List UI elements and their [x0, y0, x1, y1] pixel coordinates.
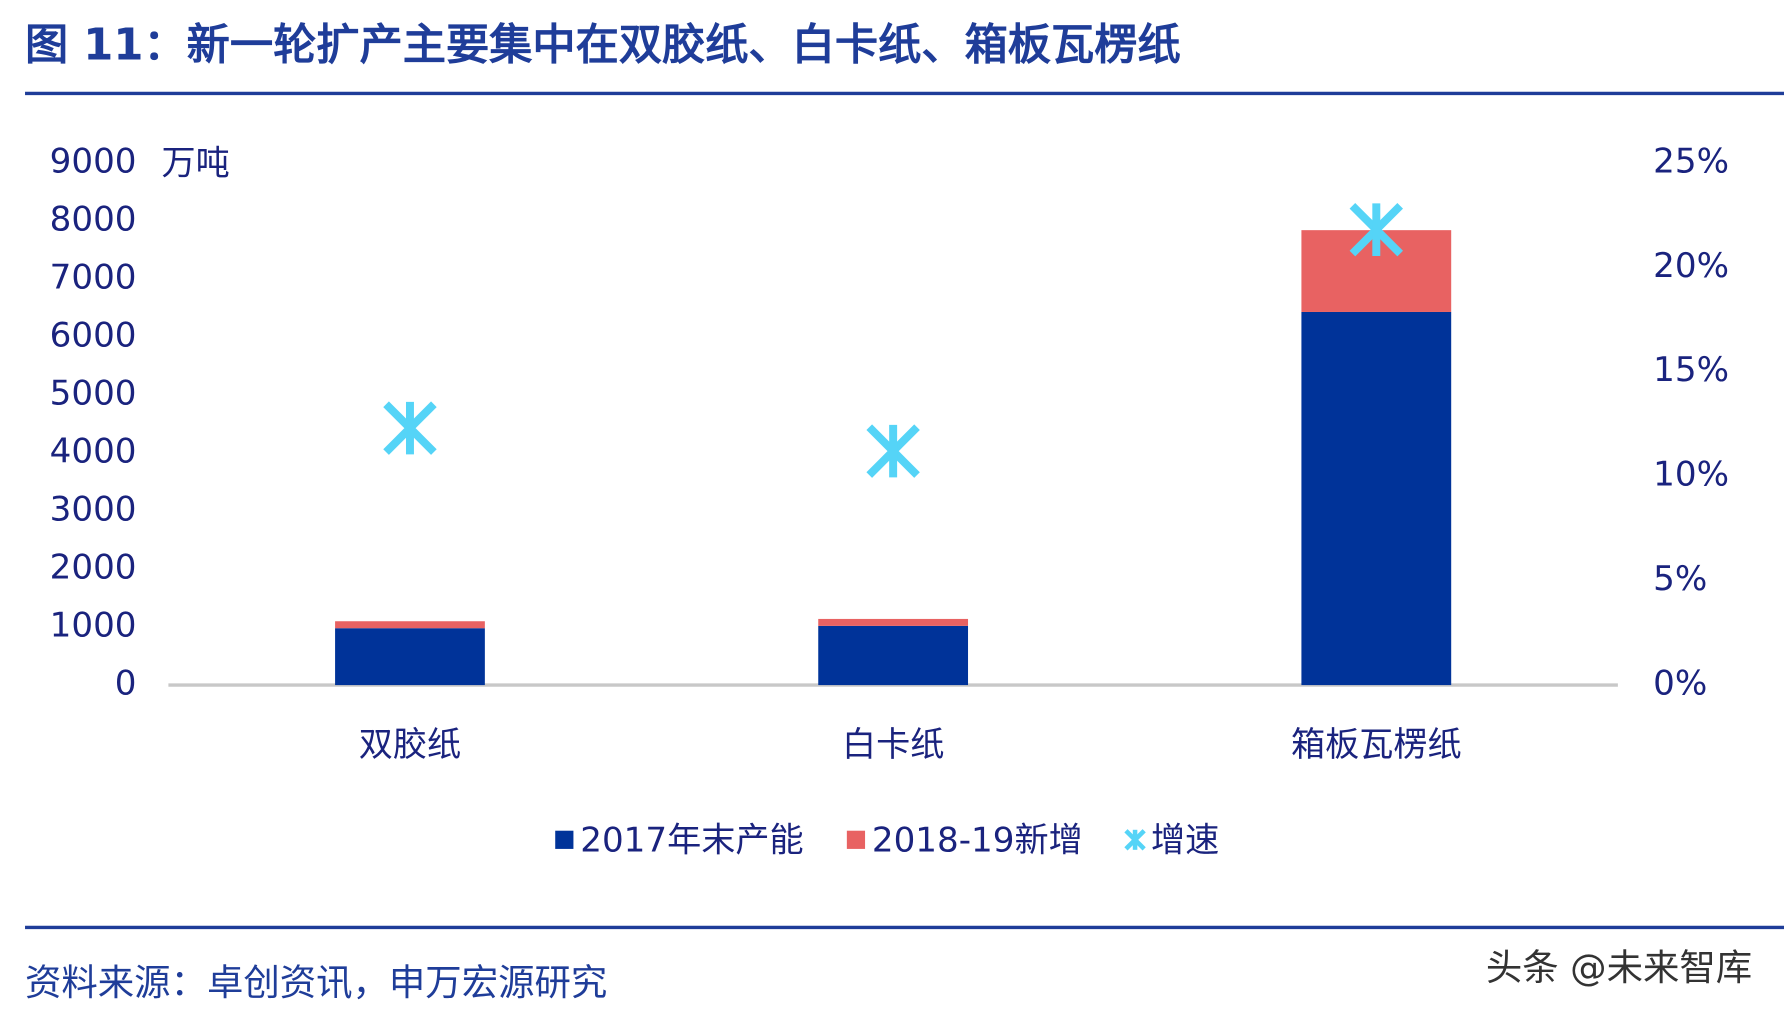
y-tick-label: 5000 [50, 373, 137, 413]
y2-tick-label: 5% [1653, 559, 1707, 599]
chart-title: 图 11：新一轮扩产主要集中在双胶纸、白卡纸、箱板瓦楞纸 [25, 20, 1181, 70]
y-tick-label: 3000 [50, 489, 137, 529]
y-tick-label: 4000 [50, 431, 137, 471]
bar-segment [1301, 311, 1452, 686]
x-tick-label: 箱板瓦楞纸 [1291, 725, 1462, 765]
y-tick-label: 8000 [50, 199, 137, 239]
y2-tick-label: 20% [1653, 246, 1729, 286]
legend-label: 2018-19新增 [872, 821, 1083, 861]
x-tick-label: 白卡纸 [842, 725, 944, 765]
bar-segment [818, 625, 969, 686]
watermark: 头条 @未来智库 [1486, 946, 1752, 989]
legend-marker [1124, 829, 1146, 851]
legend-label: 2017年末产能 [580, 821, 803, 861]
growth-marker [866, 424, 920, 478]
growth-marker [1349, 202, 1404, 257]
growth-marker [383, 401, 437, 455]
y-tick-label: 2000 [50, 548, 137, 588]
y2-tick-label: 0% [1653, 664, 1707, 704]
bar-segment [818, 618, 969, 626]
y-tick-label: 1000 [50, 606, 137, 646]
y-axis-label: 万吨 [162, 144, 230, 184]
y-tick-label: 7000 [50, 257, 137, 297]
x-tick-label: 双胶纸 [359, 725, 461, 765]
legend-swatch [846, 830, 866, 849]
y-tick-label: 9000 [50, 141, 137, 181]
bar-segment [335, 621, 485, 629]
source: 资料来源：卓创资讯，申万宏源研究 [25, 961, 607, 1004]
y2-tick-label: 10% [1653, 455, 1729, 495]
legend-swatch [555, 830, 574, 849]
y2-tick-label: 25% [1653, 141, 1729, 181]
bar-segment [335, 628, 485, 686]
y2-tick-label: 15% [1653, 350, 1729, 390]
legend-label: 增速 [1151, 821, 1219, 861]
y-tick-label: 6000 [50, 315, 137, 355]
y-tick-label: 0 [115, 664, 137, 704]
